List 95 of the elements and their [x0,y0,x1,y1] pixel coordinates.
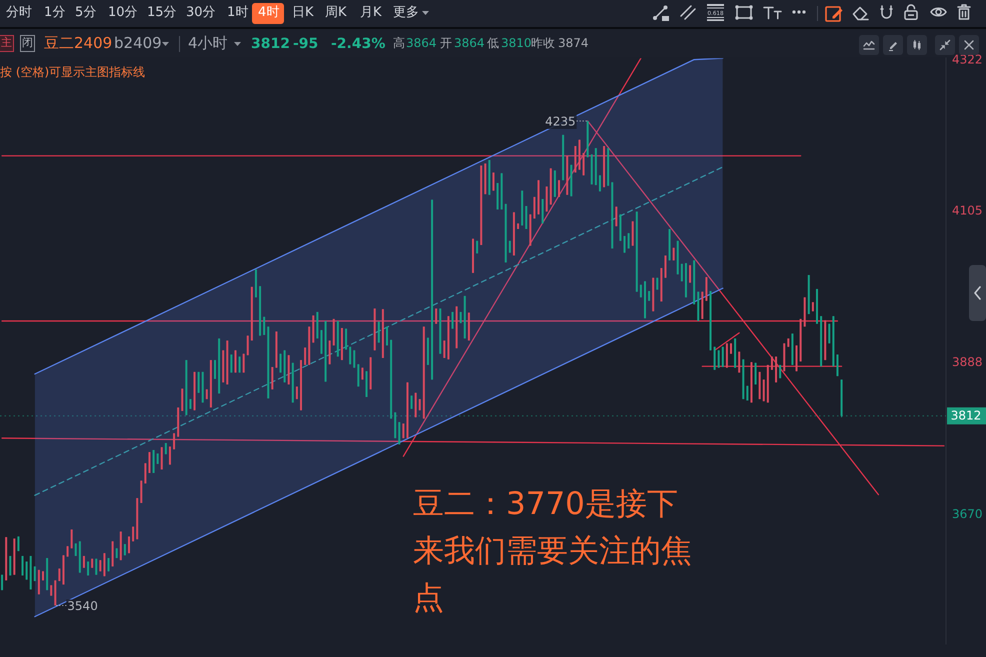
text: 3864 [406,36,437,51]
text: 开 [440,36,452,51]
candlestick [402,423,404,439]
candlestick [828,323,830,344]
candlestick [598,174,601,192]
text: 3810 [501,36,532,51]
candlestick [443,340,446,358]
annotation: 豆二：3770是接下来我们需要关注的焦点 [413,485,693,618]
text: b2409 [114,34,162,52]
text: 3812 [251,36,290,52]
annotation: 3540 [67,599,98,614]
text: 周K [325,5,347,21]
candlestick [198,371,200,394]
text: 闭 [20,35,35,52]
candlestick [476,240,478,254]
candlestick [26,561,28,580]
y-tick-label: 3888 [952,354,983,369]
candlestick [160,446,163,470]
annotation: 4235 [545,114,576,129]
candlestick [189,398,192,410]
chart-title: 豆二2409 [44,34,112,52]
candlestick [148,452,150,474]
candlestick [74,542,77,556]
candlestick [492,172,494,192]
candlestick [705,276,708,302]
candlestick [124,544,126,556]
candlestick [754,362,757,385]
candlestick [99,560,102,572]
candlestick [271,366,274,390]
text: 4小时 [188,34,228,52]
candlestick [168,446,171,466]
text: 15分 [147,5,177,21]
candlestick [398,422,400,445]
text: 分时 [6,5,32,21]
candlestick [680,263,683,282]
candlestick [58,568,60,582]
text: 日K [292,5,314,21]
candlestick [328,340,331,365]
text: 1分 [44,5,66,21]
text: 3864 [454,36,485,51]
text: 3874 [558,36,589,51]
text: 1时 [227,5,248,21]
candlestick [746,385,748,401]
candlestick [132,526,134,542]
candlestick [738,351,740,374]
candlestick [418,398,421,411]
candlestick [672,247,675,261]
text: 30分 [186,5,216,21]
candlestick [714,346,716,370]
candlestick [238,356,241,374]
text: 更多 [393,5,419,21]
y-tick-label: 3670 [952,506,983,521]
text: 5分 [75,5,96,21]
text: 主 [0,35,14,52]
candlestick [9,555,12,576]
text: -2.43% [331,36,386,52]
candlestick [140,480,142,504]
candlestick [263,316,266,336]
text: 10分 [108,5,138,21]
y-tick-label: 4322 [952,52,983,66]
candlestick [357,364,360,388]
text: 低 [487,36,499,51]
candlestick [378,321,380,344]
candlestick [812,302,814,312]
candlestick [770,356,773,370]
candlestick [664,254,666,278]
candlestick [246,335,249,356]
candlestick [296,386,298,400]
text: 高 [393,36,405,51]
candlestick [173,432,176,450]
candlestick [95,558,98,576]
candlestick [648,290,650,302]
candlestick [345,328,348,350]
candlestick [144,462,146,484]
candlestick [762,379,765,402]
candlestick [410,395,413,410]
candlestick [640,284,642,298]
candlestick [22,555,24,576]
candlestick [181,388,184,412]
candlestick [582,152,585,176]
text: 4时 [258,5,280,21]
candlestick [628,232,630,250]
candlestick [304,347,306,366]
candlestick [91,558,94,568]
text: 月K [360,5,382,21]
candlestick [87,561,90,576]
candlestick [615,206,618,227]
candlestick [103,552,106,577]
y-tick-label: 4105 [952,204,983,218]
candlestick [70,528,73,549]
ref-line-label: 3812 [950,408,982,422]
text: 昨收 [531,36,555,51]
candlestick [435,308,438,324]
text: -95 [293,36,318,52]
annotation: 按 (空格)可显示主图指标线 [0,65,146,80]
